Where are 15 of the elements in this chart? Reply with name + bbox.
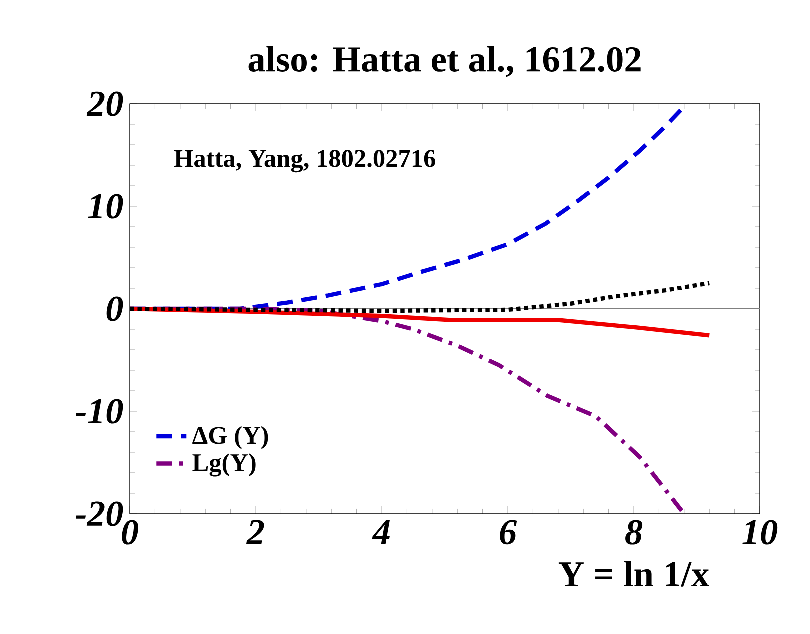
y-tick-label: 0 bbox=[106, 296, 124, 322]
x-tick-label: 6 bbox=[500, 520, 518, 545]
x-tick-label: 10 bbox=[742, 520, 778, 545]
x-tick-label: 8 bbox=[626, 520, 643, 545]
y-tick-label: 10 bbox=[88, 194, 124, 219]
y-tick-label: -10 bbox=[76, 399, 124, 424]
legend-label: ΔG (Y) bbox=[192, 426, 268, 450]
x-axis-title: Y = ln 1/x bbox=[558, 561, 710, 587]
x-tick-label: 2 bbox=[246, 520, 264, 544]
chart-title: also: Hatta et al., 1612.02 bbox=[248, 46, 641, 78]
y-tick-label: 20 bbox=[86, 92, 124, 116]
x-tick-label: 4 bbox=[372, 520, 390, 544]
y-tick-label: -20 bbox=[76, 502, 124, 526]
legend-label: Lg(Y) bbox=[192, 454, 256, 477]
annotation: Hatta, Yang, 1802.02716 bbox=[174, 150, 436, 173]
